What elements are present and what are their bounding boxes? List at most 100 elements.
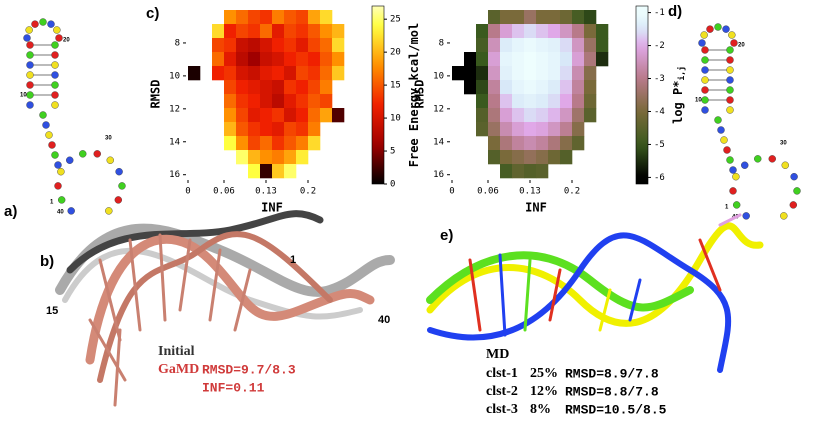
heat-cell — [488, 150, 501, 165]
colorbar-tick-label: -6 — [654, 173, 665, 183]
nucleotide — [39, 18, 47, 26]
heat-cell — [248, 164, 261, 179]
nucleotide — [742, 212, 750, 220]
residue-label: 1 — [290, 254, 296, 266]
heat-cell — [548, 52, 561, 67]
heat-cell — [572, 122, 585, 137]
legend-rmsd: RMSD=9.7/8.3 — [202, 362, 296, 377]
heat-cell — [512, 94, 525, 109]
panel-label: b) — [40, 253, 54, 270]
heat-cell — [284, 136, 297, 151]
heat-cell — [476, 80, 489, 95]
colorbar-tick-label: 10 — [390, 114, 401, 124]
x-tick-label: 0 — [185, 187, 190, 197]
heat-cell — [524, 24, 537, 39]
heat-cell — [248, 80, 261, 95]
nucleotide — [106, 156, 114, 164]
nucleotide — [780, 212, 788, 220]
cluster-pct: 25% — [530, 366, 558, 381]
heat-cell — [260, 66, 273, 81]
heat-cell — [224, 66, 237, 81]
heat-cell — [320, 24, 333, 39]
nucleotide — [726, 66, 734, 74]
node-label: 20 — [738, 43, 745, 49]
node-label: 1 — [725, 205, 729, 211]
nucleotide — [728, 31, 736, 39]
heat-cell — [248, 52, 261, 67]
heat-cell — [284, 24, 297, 39]
colorbar-label-text: Free Energy kcal/mol — [407, 23, 421, 168]
heat-cell — [248, 150, 261, 165]
heat-cell — [500, 94, 513, 109]
heat-cell — [224, 24, 237, 39]
heat-cell — [572, 10, 585, 25]
heat-cell — [272, 80, 285, 95]
nucleotide — [51, 41, 59, 49]
heat-cell — [284, 94, 297, 109]
cluster-name: clst-3 — [486, 402, 518, 417]
nucleotide — [118, 182, 126, 190]
heat-cell — [488, 52, 501, 67]
nucleotide — [67, 207, 75, 215]
heat-cell — [260, 108, 273, 123]
heat-cell — [260, 38, 273, 53]
heat-cell — [236, 108, 249, 123]
legend-gamd: GaMD — [158, 362, 199, 377]
heat-cell — [224, 136, 237, 151]
heat-cell — [476, 24, 489, 39]
heat-cell — [488, 10, 501, 25]
heat-cell — [272, 164, 285, 179]
colorbar-tick-label: -2 — [654, 41, 665, 51]
heat-cell — [236, 136, 249, 151]
nucleotide — [57, 196, 66, 204]
heat-cell — [572, 52, 585, 67]
nucleotide — [45, 131, 53, 139]
heat-cell — [560, 122, 573, 137]
nucleotide — [701, 56, 709, 64]
heat-cell — [524, 164, 537, 179]
heat-cell — [572, 24, 585, 39]
heat-cell — [260, 52, 273, 67]
heat-cell — [224, 80, 237, 95]
heat-cell — [488, 122, 501, 137]
nucleotide — [26, 71, 34, 79]
heat-cell — [296, 150, 309, 165]
heat-cell — [584, 80, 597, 95]
heat-cell — [308, 122, 321, 137]
heat-cell — [224, 38, 237, 53]
heat-cell — [464, 52, 477, 67]
x-tick-label: 0.2 — [300, 187, 316, 197]
heat-cell — [248, 66, 261, 81]
colorbar-tick-label: -5 — [654, 140, 665, 150]
heat-cell — [512, 66, 525, 81]
y-axis-label: RMSD — [413, 80, 427, 109]
x-tick-label: 0.2 — [564, 187, 580, 197]
colorbar-label-text: log P* — [671, 81, 685, 124]
heat-cell — [260, 150, 273, 165]
y-tick-label: 12 — [169, 104, 180, 114]
nucleotide — [698, 39, 706, 47]
heat-cell — [272, 66, 285, 81]
heat-cell — [536, 24, 549, 39]
heat-cell — [224, 52, 237, 67]
nucleotide — [114, 196, 123, 204]
heat-cell — [536, 66, 549, 81]
nucleotide — [741, 161, 749, 169]
heat-cell — [188, 66, 201, 81]
heat-cell — [596, 52, 609, 67]
heat-cell — [524, 122, 537, 137]
heat-cell — [572, 80, 585, 95]
heat-cell — [572, 66, 585, 81]
heat-cell — [548, 108, 561, 123]
nucleotide — [726, 156, 734, 164]
heat-cell — [296, 66, 309, 81]
nucleotide — [105, 207, 113, 215]
heat-cell — [536, 10, 549, 25]
heat-cell — [488, 136, 501, 151]
heat-cell — [320, 38, 333, 53]
heat-cell — [584, 94, 597, 109]
heat-cell — [464, 80, 477, 95]
heat-cell — [560, 150, 573, 165]
heat-cell — [500, 52, 513, 67]
panel-label: c) — [146, 5, 159, 22]
